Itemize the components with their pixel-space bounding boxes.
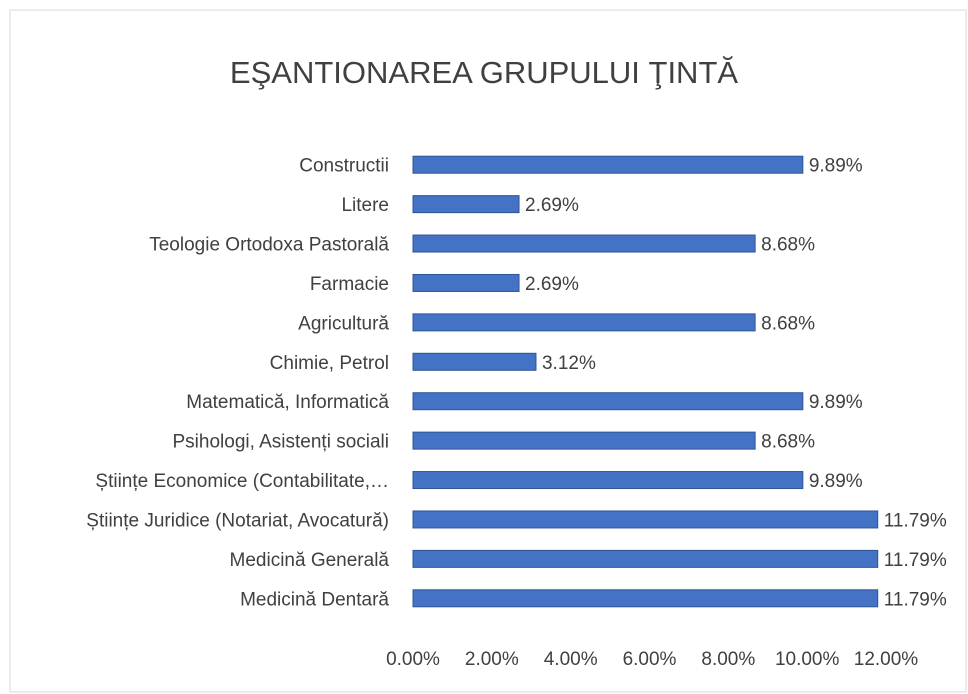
- bar: [412, 471, 804, 490]
- bar: [412, 510, 879, 529]
- data-label: 9.89%: [809, 471, 863, 492]
- x-tick-label: 4.00%: [544, 649, 598, 670]
- y-tick-label: Teologie Ortodoxa Pastorală: [149, 235, 389, 256]
- y-tick-label: Litere: [341, 195, 389, 216]
- data-label: 2.69%: [525, 274, 579, 295]
- data-label: 3.12%: [542, 353, 596, 374]
- y-tick-label: Științe Economice (Contabilitate,…: [95, 471, 389, 492]
- y-tick-label: Matematică, Informatică: [186, 392, 389, 413]
- data-label: 11.79%: [884, 550, 947, 571]
- y-tick-label: Psihologi, Asistenți sociali: [173, 432, 390, 453]
- x-tick-label: 6.00%: [623, 649, 677, 670]
- x-tick-label: 12.00%: [854, 649, 919, 670]
- data-label: 8.68%: [761, 432, 815, 453]
- x-tick-label: 8.00%: [701, 649, 755, 670]
- data-label: 8.68%: [761, 235, 815, 256]
- data-label: 9.89%: [809, 156, 863, 177]
- bar: [412, 352, 537, 371]
- data-label: 9.89%: [809, 392, 863, 413]
- bar: [412, 392, 804, 411]
- data-label: 2.69%: [525, 195, 579, 216]
- bar: [412, 431, 756, 450]
- x-tick-label: 2.00%: [465, 649, 519, 670]
- bar: [412, 195, 520, 214]
- bar: [412, 589, 879, 608]
- y-tick-label: Farmacie: [310, 274, 389, 295]
- x-tick-label: 10.00%: [775, 649, 840, 670]
- y-tick-label: Medicină Generală: [230, 550, 390, 571]
- y-tick-label: Științe Juridice (Notariat, Avocatură): [86, 510, 389, 531]
- y-tick-label: Agricultură: [298, 313, 389, 334]
- chart-border: [9, 9, 967, 693]
- bar: [412, 234, 756, 253]
- chart-title: EŞANTIONAREA GRUPULUI ŢINTĂ: [230, 55, 738, 90]
- y-tick-label: Chimie, Petrol: [270, 353, 389, 374]
- data-label: 11.79%: [884, 589, 947, 610]
- data-label: 11.79%: [884, 510, 947, 531]
- data-label: 8.68%: [761, 313, 815, 334]
- bar: [412, 273, 520, 292]
- y-tick-label: Medicină Dentară: [240, 589, 389, 610]
- x-tick-label: 0.00%: [386, 649, 440, 670]
- bar: [412, 155, 804, 174]
- y-tick-label: Constructii: [299, 156, 389, 177]
- bar: [412, 313, 756, 332]
- bar: [412, 549, 879, 568]
